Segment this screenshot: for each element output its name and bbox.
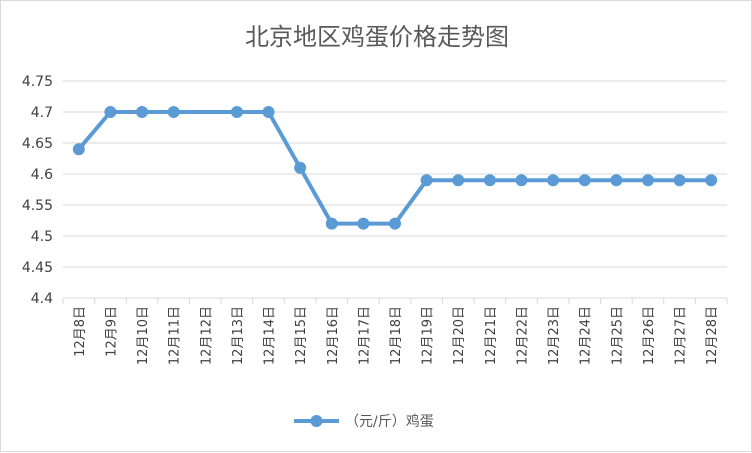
- x-tick-label: 12月22日: [515, 306, 530, 365]
- data-point: [641, 174, 654, 187]
- y-tick-label: 4.65: [22, 136, 53, 152]
- data-point: [325, 217, 338, 230]
- y-tick-label: 4.4: [31, 291, 53, 307]
- data-point: [262, 106, 275, 118]
- data-point: [420, 174, 433, 187]
- y-tick-label: 4.5: [31, 229, 53, 245]
- data-point: [673, 174, 686, 187]
- x-tick-label: 12月8日: [73, 306, 88, 357]
- legend-label: （元/斤）鸡蛋: [345, 413, 434, 430]
- y-tick-label: 4.55: [22, 198, 53, 214]
- data-point: [167, 106, 180, 118]
- data-point: [389, 217, 401, 230]
- data-point: [515, 174, 528, 187]
- x-tick-label: 12月23日: [547, 306, 562, 365]
- data-point: [705, 174, 718, 187]
- data-point: [483, 174, 496, 187]
- x-tick-label: 12月21日: [484, 306, 499, 365]
- data-point: [357, 217, 370, 230]
- x-tick-label: 12月25日: [610, 306, 625, 365]
- data-point: [230, 106, 243, 118]
- x-tick-label: 12月10日: [136, 306, 151, 365]
- data-point: [610, 174, 623, 187]
- x-tick-label: 12月12日: [199, 306, 214, 365]
- y-tick-label: 4.75: [22, 74, 53, 90]
- y-tick-label: 4.7: [31, 105, 53, 121]
- x-tick-label: 12月26日: [642, 306, 657, 365]
- y-tick-label: 4.45: [22, 260, 53, 276]
- x-tick-label: 12月15日: [294, 306, 309, 365]
- data-point: [104, 106, 117, 118]
- x-tick-label: 12月9日: [104, 306, 119, 357]
- x-tick-label: 12月24日: [579, 306, 594, 365]
- x-tick-label: 12月20日: [452, 306, 467, 365]
- x-tick-label: 12月13日: [231, 306, 246, 365]
- data-point: [72, 143, 85, 156]
- x-tick-label: 12月14日: [263, 306, 278, 365]
- legend: （元/斤）鸡蛋: [294, 413, 434, 430]
- x-tick-label: 12月11日: [168, 306, 183, 365]
- data-point: [578, 174, 591, 187]
- legend-marker-swatch: [310, 415, 323, 427]
- x-tick-label: 12月17日: [357, 306, 372, 365]
- data-point: [294, 161, 307, 174]
- x-tick-label: 12月27日: [674, 306, 689, 365]
- data-point: [452, 174, 465, 187]
- data-point: [136, 106, 149, 118]
- x-tick-label: 12月16日: [326, 306, 341, 365]
- data-point: [547, 174, 560, 187]
- x-tick-label: 12月19日: [421, 306, 436, 365]
- y-tick-label: 4.6: [31, 167, 53, 183]
- chart-title: 北京地区鸡蛋价格走势图: [245, 23, 509, 51]
- x-tick-label: 12月18日: [389, 306, 404, 365]
- series-line: [77, 110, 712, 226]
- x-tick-label: 12月28日: [705, 306, 720, 365]
